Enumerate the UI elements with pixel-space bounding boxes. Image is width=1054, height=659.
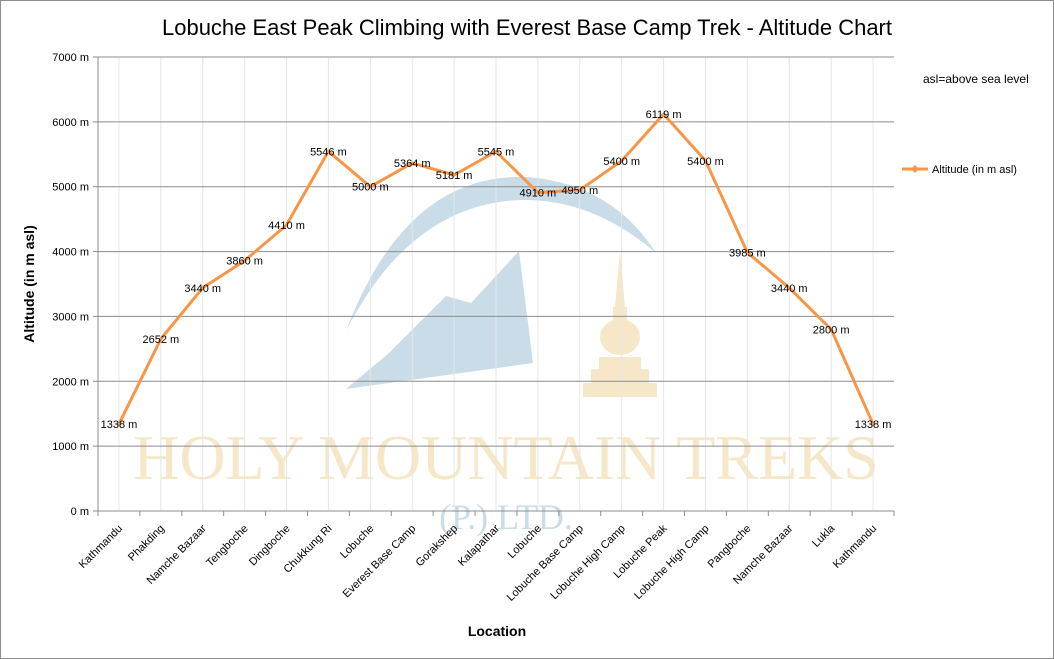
x-axis-title: Location (468, 623, 526, 639)
x-tick-label: Dingboche (247, 523, 293, 569)
y-tick-label: 6000 m (52, 117, 89, 129)
x-tick-label: Kathmandu (831, 523, 879, 571)
data-point (410, 161, 414, 165)
legend: Altitude (in m asl) (902, 164, 1017, 176)
data-label: 5400 m (687, 156, 724, 168)
watermark-swoosh (346, 176, 656, 331)
legend-marker (911, 165, 919, 173)
x-tick-label: Lukla (810, 522, 838, 550)
data-point (787, 286, 791, 290)
data-point (117, 422, 121, 426)
data-label: 6119 m (646, 109, 682, 121)
data-point (620, 159, 624, 163)
data-label: 3440 m (184, 283, 221, 295)
x-tick-label: Everest Base Camp (341, 523, 419, 601)
data-label: 5400 m (603, 156, 640, 168)
data-label: 3985 m (729, 248, 766, 260)
x-tick-label: Lobuche (338, 523, 376, 561)
data-point (829, 327, 833, 331)
data-label: 3860 m (226, 256, 263, 268)
data-label: 2800 m (813, 324, 850, 336)
x-tick-label: Tengboche (204, 523, 251, 570)
y-tick-label: 3000 m (52, 311, 89, 323)
data-label: 4410 m (268, 220, 305, 232)
data-point (326, 149, 330, 153)
axes (97, 57, 894, 512)
data-label: 5364 m (394, 158, 431, 170)
data-point (159, 337, 163, 341)
data-labels: 1338 m 2652 m 3440 m 3860 m 4410 m 5546 m 5000… (101, 109, 892, 431)
data-label: 1338 m (101, 419, 138, 431)
watermark: HOLY MOUNTAIN TREKS (P.) LTD. (133, 176, 879, 537)
data-point (578, 188, 582, 192)
data-point (201, 286, 205, 290)
data-label: 1338 m (855, 419, 892, 431)
watermark-company-name: HOLY MOUNTAIN TREKS (133, 422, 879, 493)
y-tick-label: 0 m (71, 506, 89, 518)
data-point (536, 191, 540, 195)
data-label: 5000 m (352, 182, 389, 194)
legend-entry-altitude: Altitude (in m asl) (932, 164, 1017, 176)
data-point (494, 149, 498, 153)
y-tick-label: 5000 m (52, 182, 89, 194)
y-tick-labels: 0 m 1000 m 2000 m 3000 m 4000 m 5000 m 6000 m 7… (52, 52, 89, 518)
asl-annotation: asl=above sea level (923, 72, 1029, 86)
x-tick-label: Lobuche High Camp (632, 523, 711, 602)
data-point (368, 185, 372, 189)
x-tick-label: Kathmandu (77, 523, 125, 571)
data-label: 4910 m (520, 188, 557, 200)
data-label: 4950 m (561, 185, 598, 197)
y-axis-title: Altitude (in m asl) (21, 225, 37, 342)
watermark-company-suffix: (P.) LTD. (439, 497, 573, 537)
data-point (452, 173, 456, 177)
watermark-stupa (583, 251, 657, 397)
data-point (871, 422, 875, 426)
y-tick-label: 4000 m (52, 247, 89, 259)
data-point (243, 259, 247, 263)
data-point (703, 159, 707, 163)
data-point (745, 251, 749, 255)
data-point (285, 223, 289, 227)
data-label: 5545 m (478, 146, 515, 158)
x-tick-label: Phakding (126, 523, 167, 564)
horizontal-gridlines (93, 56, 894, 512)
y-tick-label: 2000 m (52, 376, 89, 388)
data-label: 3440 m (771, 283, 808, 295)
vertical-gridlines (118, 57, 874, 511)
watermark-mountain (346, 251, 533, 389)
data-points (117, 112, 875, 426)
x-tick-label: Gorakshep (414, 523, 461, 570)
data-point (662, 112, 666, 116)
data-label: 5546 m (310, 146, 347, 158)
data-label: 5181 m (436, 170, 473, 182)
data-label: 2652 m (142, 334, 179, 346)
y-tick-label: 1000 m (52, 441, 89, 453)
chart-title: Lobuche East Peak Climbing with Everest … (162, 15, 892, 40)
y-tick-label: 7000 m (52, 52, 89, 64)
